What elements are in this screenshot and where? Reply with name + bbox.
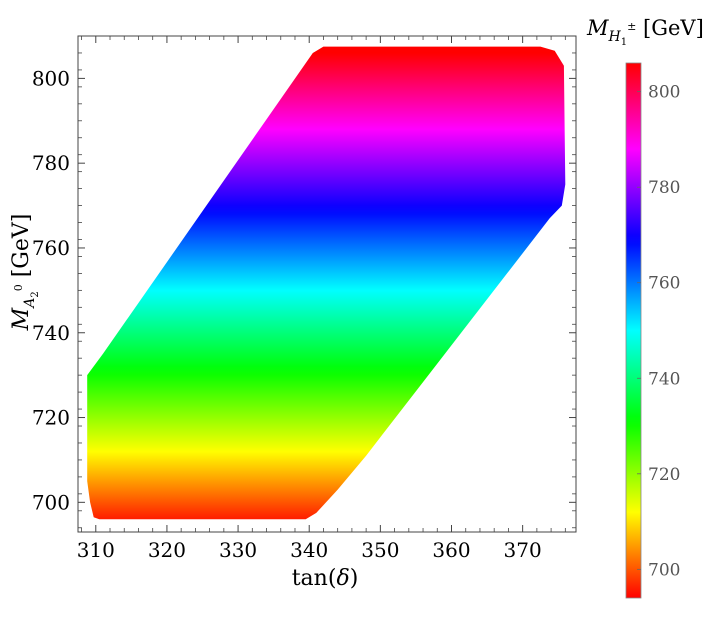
y-tick-label: 800	[32, 66, 70, 90]
colored-region	[87, 46, 566, 520]
x-tick-label: 330	[219, 538, 257, 562]
colorbar-tick-label: 700	[648, 560, 680, 580]
colorbar-tick-label: 740	[648, 369, 680, 389]
y-tick-label: 700	[32, 490, 70, 514]
plot-frame	[77, 35, 577, 533]
colorbar-strip	[625, 62, 642, 599]
y-ticks: 700 720 740 760 780 800	[32, 35, 576, 529]
x-tick-label: 320	[148, 538, 186, 562]
colorbar-tick-label: 800	[648, 83, 680, 103]
y-tick-label: 780	[32, 151, 70, 175]
y-tick-label: 720	[32, 406, 70, 430]
colorbar-tick-label: 760	[648, 274, 680, 294]
y-tick-label: 760	[32, 236, 70, 260]
colorbar-ticks: 700 720 740 760 780 800	[637, 83, 680, 580]
y-tick-label: 740	[32, 321, 70, 345]
colorbar-title: MH1± [GeV]	[586, 16, 704, 48]
plot-area: 310 320 330 340 350 360 370 700 720 740 760 780 800	[32, 35, 577, 562]
x-tick-label: 370	[504, 538, 542, 562]
y-axis-title: MA20 [GeV]	[9, 214, 41, 332]
x-axis-title: tan(δ)	[292, 566, 359, 591]
x-tick-label: 350	[361, 538, 399, 562]
x-tick-label: 310	[77, 538, 115, 562]
colorbar-tick-label: 780	[648, 178, 680, 198]
colorbar: 700 720 740 760 780 800	[625, 62, 680, 599]
x-tick-label: 360	[432, 538, 470, 562]
x-ticks: 310 320 330 340 350 360 370	[77, 36, 566, 562]
x-tick-label: 340	[290, 538, 328, 562]
colorbar-tick-label: 720	[648, 465, 680, 485]
